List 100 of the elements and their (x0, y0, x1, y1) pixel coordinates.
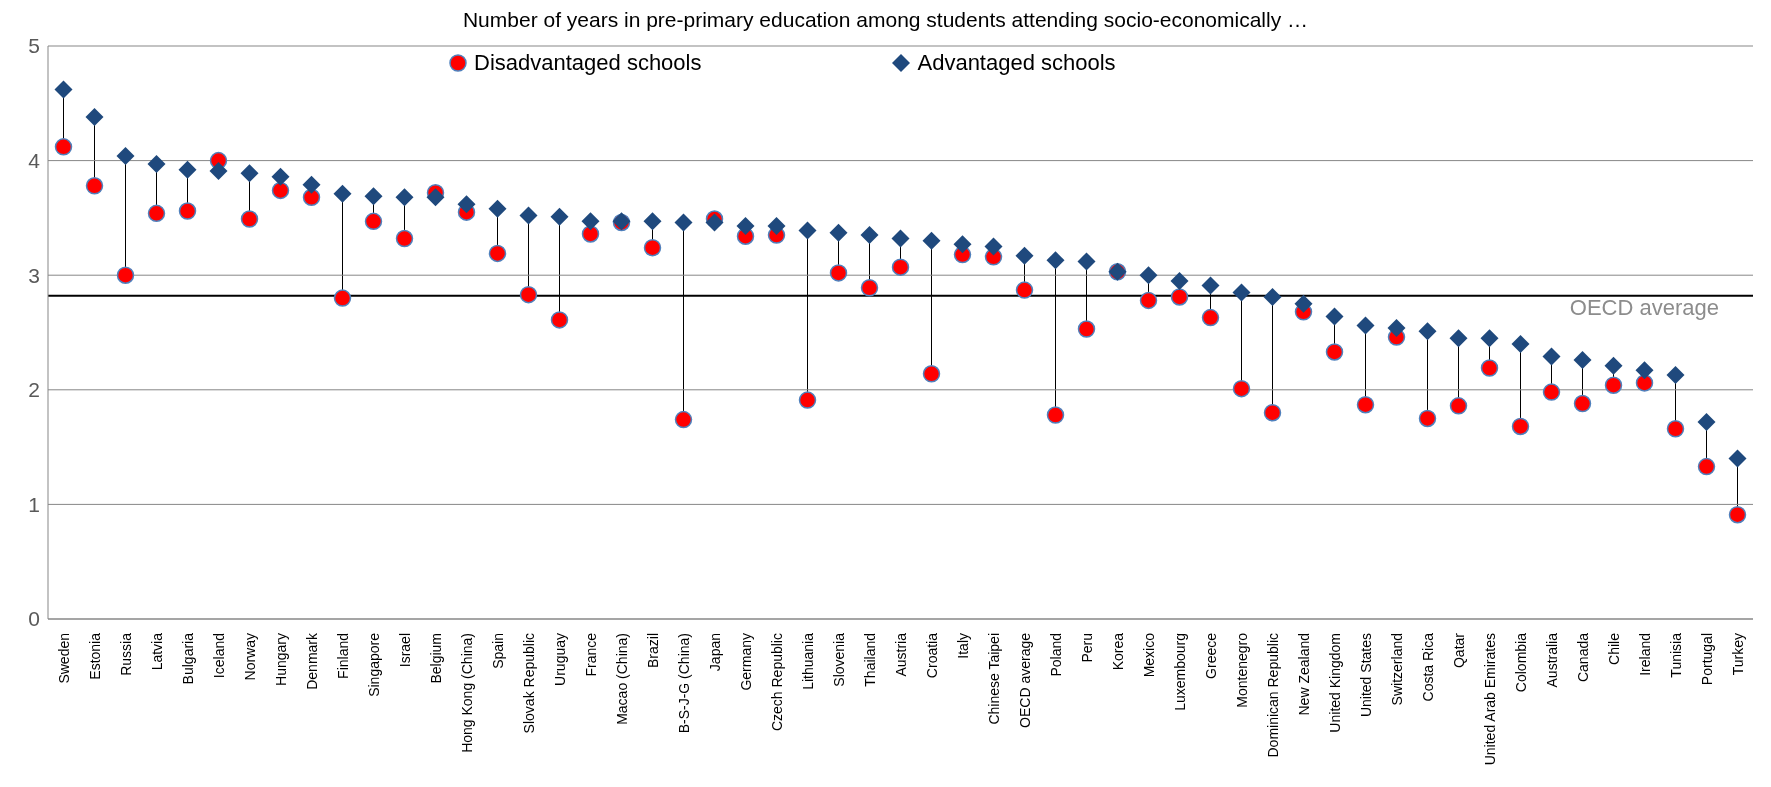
point (1573, 351, 1592, 369)
x-tick-label: Israel (396, 633, 413, 668)
y-tick-label: 5 (28, 34, 40, 58)
x-tick-label: Greece (1202, 632, 1219, 679)
point (1201, 308, 1220, 327)
x-tick-label: Hungary (272, 633, 289, 686)
point (240, 164, 259, 183)
point (829, 223, 848, 242)
x-tick-label: Germany (737, 633, 754, 691)
point (1170, 288, 1189, 306)
x-tick-label: Austria (892, 632, 909, 677)
point (1728, 449, 1747, 468)
x-tick-label: Luxembourg (1171, 633, 1188, 711)
x-tick-label: Denmark (303, 632, 320, 690)
x-tick-label: Latvia (148, 632, 165, 671)
point (395, 229, 414, 248)
x-tick-label: Slovak Republic (520, 633, 537, 734)
point (922, 365, 941, 383)
x-tick-label: Slovenia (830, 632, 847, 687)
point (891, 258, 910, 276)
point (1666, 365, 1685, 384)
x-tick-label: Canada (1574, 632, 1591, 683)
x-tick-label: Uruguay (551, 633, 568, 686)
point (364, 212, 383, 231)
point (1449, 329, 1468, 348)
x-tick-label: Ireland (1636, 633, 1653, 676)
point (1697, 457, 1716, 476)
point (1666, 420, 1685, 438)
point (1542, 347, 1561, 366)
point (54, 138, 73, 156)
x-tick-label: Montenegro (1233, 632, 1250, 708)
point (1356, 395, 1375, 414)
x-tick-label: United States (1357, 633, 1374, 718)
x-tick-label: Belgium (427, 633, 444, 684)
x-tick-label: Qatar (1450, 632, 1467, 669)
point (1511, 334, 1530, 353)
point (1418, 409, 1437, 428)
point (209, 161, 228, 180)
x-tick-label: Chinese Taipei (985, 633, 1002, 725)
y-tick-label: 0 (28, 607, 40, 631)
x-tick-label: Brazil (644, 633, 661, 669)
x-tick-label: Hong Kong (China) (458, 633, 475, 753)
x-tick-label: Singapore (365, 632, 382, 697)
point (1046, 406, 1065, 424)
x-tick-label: Estonia (86, 632, 103, 680)
x-tick-label: Korea (1109, 632, 1126, 671)
point (271, 167, 290, 186)
x-tick-label: Switzerland (1388, 633, 1405, 706)
point (178, 160, 197, 179)
x-tick-label: Croatia (923, 632, 940, 679)
x-tick-label: Australia (1543, 632, 1560, 688)
point (984, 237, 1003, 256)
point (1046, 251, 1065, 270)
point (860, 279, 879, 297)
x-tick-label: Lithuania (799, 632, 816, 690)
point (674, 410, 693, 429)
x-tick-label: Tunisia (1667, 632, 1684, 678)
point (457, 195, 476, 214)
x-tick-label: Iceland (210, 633, 227, 679)
point (395, 188, 414, 207)
point (1604, 356, 1623, 375)
x-tick-label: Sweden (55, 633, 72, 684)
point (1201, 276, 1220, 295)
point (1077, 320, 1096, 338)
x-tick-label: Peru (1078, 633, 1095, 663)
point (829, 264, 848, 282)
point (1449, 397, 1468, 415)
point (147, 204, 166, 223)
point (519, 206, 538, 225)
point (147, 155, 166, 174)
point (1635, 361, 1654, 380)
point (1015, 246, 1034, 265)
x-tick-label: New Zealand (1295, 633, 1312, 716)
point (922, 231, 941, 250)
point (1387, 318, 1406, 337)
x-tick-label: Portugal (1698, 633, 1715, 686)
x-tick-label: B-S-J-G (China) (675, 633, 692, 734)
point (1325, 307, 1344, 326)
x-tick-label: OECD average (1016, 632, 1033, 728)
point (798, 221, 817, 240)
point (1542, 383, 1561, 401)
point (519, 285, 538, 304)
x-tick-label: Japan (706, 633, 723, 672)
x-tick-label: Chile (1605, 632, 1622, 665)
y-tick-label: 2 (28, 378, 40, 402)
x-tick-label: Czech Republic (768, 633, 785, 732)
x-tick-label: United Arab Emirates (1481, 633, 1498, 766)
legend-label: Disadvantaged schools (474, 50, 702, 76)
point (364, 187, 383, 206)
y-tick-label: 4 (28, 149, 41, 173)
point (1139, 266, 1158, 285)
point (302, 175, 321, 194)
point (1356, 316, 1375, 335)
point (85, 108, 104, 127)
point (1015, 281, 1034, 299)
point (798, 391, 817, 409)
x-tick-label: Mexico (1140, 632, 1157, 678)
point (581, 225, 600, 243)
point (953, 235, 972, 254)
legend-label: Advantaged schools (917, 50, 1116, 76)
